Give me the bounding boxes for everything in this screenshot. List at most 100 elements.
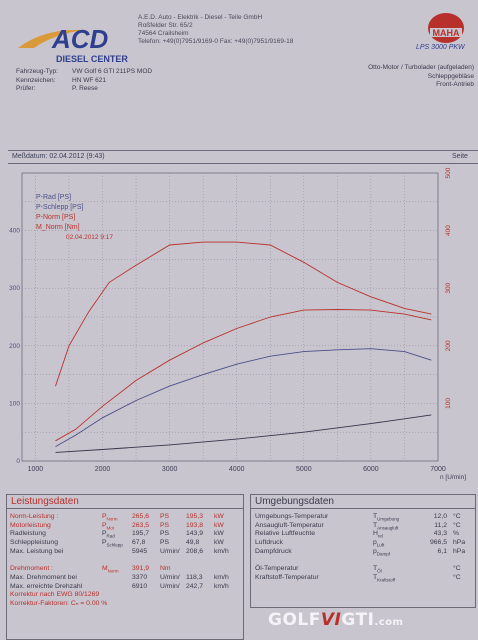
row-symbol: PRad	[102, 530, 115, 539]
row-value-1: 263,5	[132, 521, 150, 529]
ambient-label: Kraftstoff-Temperatur	[255, 573, 319, 581]
ambient-value: 43,3	[433, 530, 447, 538]
series-line-1	[55, 414, 432, 453]
y-left-tick-label: 300	[9, 285, 20, 292]
watermark-vi: VI	[320, 610, 342, 630]
ambient-label: Umgebungs-Temperatur	[255, 513, 329, 520]
type-label: Fahrzeug-Typ:	[16, 68, 58, 75]
correction-norm: Korrektur nach EWG 80/1269	[10, 591, 100, 599]
row-value-2: 193,8	[186, 521, 204, 529]
max-rpm-unit: U/min/	[160, 582, 180, 590]
table-row: Korrektur-Faktoren: Cₙ = 0.00 %	[10, 600, 242, 609]
row-label: Norm-Leistung :	[10, 513, 59, 520]
maha-logo: MAHA	[428, 13, 464, 43]
table-row: Luftdruck pLuft 966,5 hPa	[255, 539, 473, 548]
ambient-unit: °C	[453, 513, 461, 520]
legend-entry: P-Schlepp [PS]	[36, 204, 84, 211]
legend-entry: M_Norm [Nm]	[36, 224, 80, 231]
x-tick-label: 4000	[229, 466, 245, 473]
watermark-golf: GOLF	[268, 610, 321, 630]
logo-subtext: DIESEL CENTER	[56, 54, 128, 64]
ambient-symbol: pDampf	[373, 547, 391, 557]
table-row: Max. Drehmoment bei 3370 U/min/118,3 km/h	[10, 574, 242, 583]
table-row: Motorleistung PMot 263,5 PS 193,8 kW	[10, 522, 242, 531]
plate-label: Kennzeichen:	[16, 76, 56, 84]
row-unit-1: PS	[160, 530, 170, 538]
row-unit-2: kW	[214, 539, 224, 547]
x-tick-label: 3000	[162, 466, 178, 473]
tester-value: P. Reese	[72, 85, 98, 92]
max-rpm-value: 6910	[132, 582, 148, 590]
engine-info: Otto-Motor / Turbolader (aufgeladen) Sch…	[340, 64, 474, 90]
ambient-value: 966,5	[429, 539, 447, 547]
ambient-unit: hPa	[453, 547, 466, 555]
row-symbol: PMot	[102, 521, 115, 531]
row-symbol: PNorm	[102, 513, 118, 522]
row-symbol: PSchlepp	[102, 539, 123, 548]
table-row: Max. Leistung bei 5945 U/min/208,6 km/h	[10, 548, 242, 557]
torque-value: 391,9	[132, 565, 150, 573]
table-row: Öl-Temperatur TÖl °C	[255, 565, 473, 574]
blower-type: Schleppgebläse	[427, 72, 474, 80]
plate-value: HN WF 621	[72, 76, 106, 84]
row-value-2: 208,6	[186, 547, 204, 555]
max-torque-speed: 118,3	[186, 573, 203, 581]
row-unit-2: km/h	[214, 547, 229, 555]
company-address: A.E.D. Auto - Elektrik - Diesel - Teile …	[138, 14, 293, 46]
measurement-bar: Meßdatum: 02.04.2012 (9:43) Seite	[8, 150, 478, 164]
ambient-value: 11,2	[434, 521, 447, 529]
table-row: Drehmoment : MNorm 391,9 Nm	[10, 565, 242, 574]
x-tick-label: 2000	[95, 466, 111, 473]
table-row: Kraftstoff-Temperatur TKraftstoff °C	[255, 574, 473, 583]
row-value-1: 265,6	[132, 513, 150, 520]
max-torque-rpm: 3370	[132, 573, 148, 581]
row-value-1: 195,7	[132, 530, 150, 538]
watermark: GOLFVIGTI.com	[268, 610, 403, 630]
series-line-0	[55, 348, 432, 447]
correction-factor: Korrektur-Faktoren: Cₙ = 0.00 %	[10, 599, 108, 607]
x-tick-label: 1000	[28, 466, 44, 473]
type-value: VW Golf 6 GTI 211PS MOD	[72, 68, 153, 75]
max-rpm-speed-unit: km/h	[214, 582, 229, 590]
ambient-unit: °C	[453, 573, 461, 581]
ambient-label: Ansaugluft-Temperatur	[255, 521, 324, 529]
row-label: Radleistung	[10, 530, 46, 538]
chart-grid	[21, 172, 439, 462]
ambient-symbol: TUmgebung	[373, 513, 400, 522]
maha-brand: MAHA	[433, 28, 460, 38]
y-right-tick-label: 100	[445, 398, 452, 409]
row-label: Max. Leistung bei	[10, 547, 64, 555]
watermark-suffix: .com	[374, 617, 404, 628]
watermark-gti: GTI	[341, 610, 375, 630]
company-street: Roßfelder Str. 65/2	[138, 22, 193, 29]
x-axis-unit: n [U/min]	[440, 474, 466, 481]
performance-table: Norm-Leistung : PNorm 265,6 PS 195,3 kW Motorl…	[10, 513, 242, 609]
page-label: Seite	[452, 153, 468, 160]
row-unit-2: kW	[214, 521, 224, 529]
logo-text: ACD	[51, 24, 109, 54]
y-right-tick-label: 400	[445, 225, 452, 236]
ambient-symbol: TKraftstoff	[373, 573, 396, 583]
legend-entry: P-Rad [PS]	[36, 194, 71, 201]
table-row: Norm-Leistung : PNorm 265,6 PS 195,3 kW	[10, 513, 242, 522]
series-line-2	[55, 309, 432, 442]
performance-title: Leistungsdaten	[7, 495, 243, 509]
x-tick-label: 7000	[430, 466, 446, 473]
row-value-2: 143,9	[186, 530, 204, 538]
table-row: Max. erreichte Drehzahl 6910 U/min/242,7 km…	[10, 583, 242, 592]
ambient-symbol: pLuft	[373, 539, 385, 548]
ambient-symbol: TÖl	[373, 565, 382, 574]
row-unit-1: PS	[160, 539, 170, 547]
row-unit-2: kW	[214, 530, 224, 538]
table-row	[255, 556, 473, 565]
company-phone: Telefon: +49(0)7951/9169-0 Fax: +49(0)79…	[138, 38, 294, 45]
ambient-label: Luftdruck	[255, 539, 283, 547]
table-row: Dampfdruck pDampf 6,1 hPa	[255, 548, 473, 557]
y-left-tick-label: 0	[16, 458, 20, 465]
max-rpm-label: Max. erreichte Drehzahl	[10, 582, 83, 590]
chart-legend: P-Rad [PS] P-Schlepp [PS] P-Norm [PS] M_Nor…	[36, 194, 113, 241]
ambient-label: Relative Luftfeuchte	[255, 530, 316, 538]
torque-label: Drehmoment :	[10, 565, 54, 573]
